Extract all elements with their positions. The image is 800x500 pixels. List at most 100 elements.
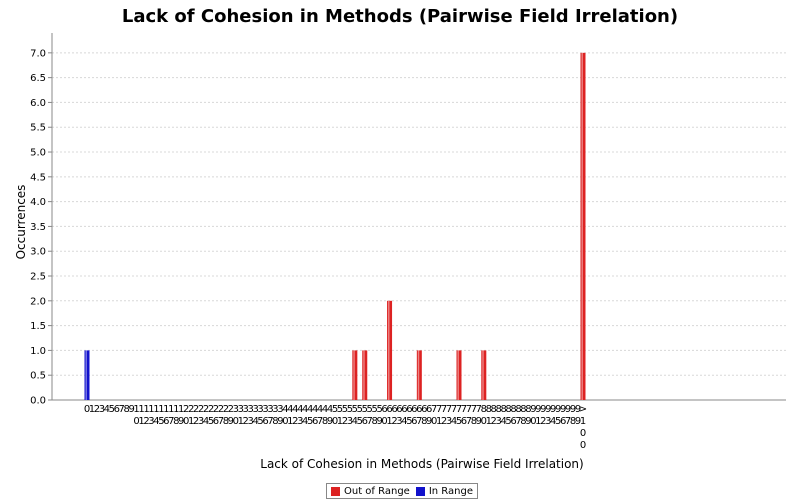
y-tick-label: 4.5 [30,172,46,183]
bar-body [387,300,393,400]
x-tick-label: 6 [114,404,120,415]
bar-highlight [457,350,459,400]
legend: Out of Range In Range [326,483,478,499]
y-tick-label: 4.0 [30,197,46,208]
bar-body [481,350,487,400]
y-tick-label: 1.0 [30,346,46,357]
x-tick-label: 1 [89,404,95,415]
bar [352,350,358,400]
bar-highlight [581,52,583,401]
bar [362,350,368,400]
y-tick-label: 2.0 [30,296,46,307]
y-tick-label: 6.5 [30,73,46,84]
bar-highlight [85,350,87,400]
y-tick-label: 1.5 [30,321,46,332]
legend-swatch-in-range [415,486,425,496]
legend-label-in-range: In Range [428,485,473,497]
bar-highlight [417,350,420,400]
x-tick-label: >1 0 0 [579,404,587,451]
legend-item-out-of-range: Out of Range [331,486,410,497]
x-tick-label: 0 [84,404,90,415]
y-tick-label: 7.0 [30,48,46,59]
bar [481,350,487,400]
bar [84,350,90,400]
y-tick-label: 2.5 [30,272,46,283]
legend-swatch-out-of-range [331,486,340,496]
x-tick-label: 7 [119,404,125,415]
legend-label-out-of-range: Out of Range [344,485,410,497]
y-axis-label: Occurrences [14,184,28,260]
y-tick-label: 3.5 [30,222,46,233]
bar-body [362,350,368,400]
bar [387,300,393,400]
bar [456,350,462,400]
y-tick-label: 6.0 [30,98,46,109]
x-tick-label: 2 [94,404,100,415]
y-tick-label: 5.0 [30,148,46,159]
y-tick-label: 5.5 [30,123,46,134]
y-tick-label: 3.0 [30,247,46,258]
x-axis-label: Lack of Cohesion in Methods (Pairwise Fi… [260,457,584,471]
bar-body [416,350,422,400]
chart-title: Lack of Cohesion in Methods (Pairwise Fi… [121,6,679,27]
x-tick-label: 4 [104,404,110,415]
